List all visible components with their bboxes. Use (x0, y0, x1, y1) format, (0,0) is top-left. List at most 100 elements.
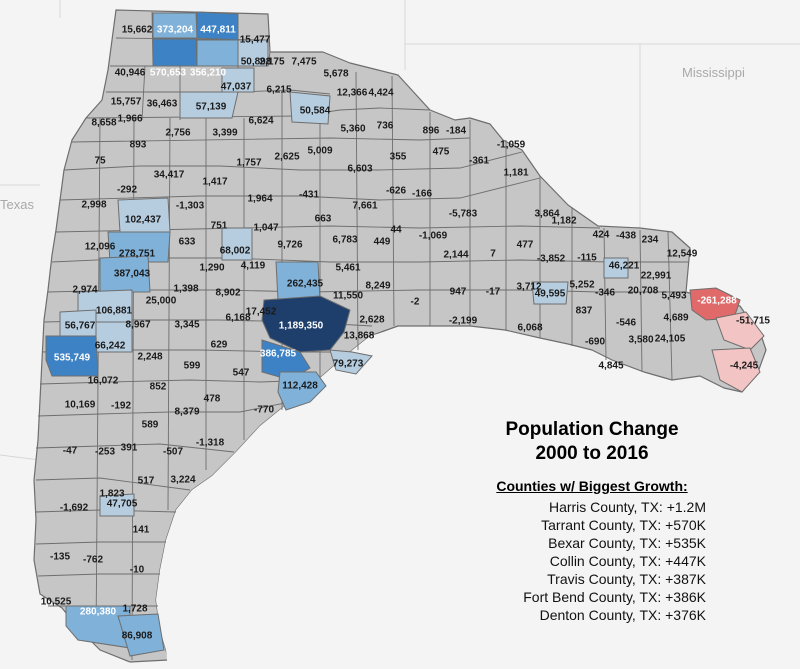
county-value-label: 15,757 (111, 97, 142, 108)
county-value-label: -47 (63, 446, 78, 457)
county-value-label: 15,662 (122, 25, 153, 36)
county-value-label: 49,595 (535, 289, 566, 300)
county-value-label: 278,751 (119, 249, 156, 260)
county-value-label: -1,692 (60, 503, 89, 514)
county-value-label: 5,009 (307, 146, 332, 157)
growth-entry-denton: Denton County, TX: +376K (539, 607, 706, 623)
county-fill-112428 (277, 371, 327, 411)
growth-entry-bexar: Bexar County, TX: +535K (548, 535, 706, 551)
county-value-label: 6,168 (225, 313, 250, 324)
county-value-label: 1,047 (253, 223, 278, 234)
growth-entry-travis: Travis County, TX: +387K (547, 571, 706, 587)
county-value-label: -10 (130, 565, 145, 576)
county-value-label: 57,139 (196, 102, 227, 113)
growth-list: Harris County, TX: +1.2M Tarrant County,… (472, 498, 712, 624)
county-value-label: 447,811 (200, 25, 236, 36)
county-value-label: -166 (412, 189, 432, 200)
county-value-label: 4,845 (598, 361, 623, 372)
county-value-label: 68,002 (220, 246, 251, 257)
county-value-label: 8,249 (365, 281, 390, 292)
county-fill-570653 (152, 38, 198, 67)
county-value-label: 7 (490, 249, 496, 260)
county-value-label: -5,783 (449, 209, 478, 220)
county-value-label: 47,037 (221, 82, 252, 93)
county-value-label: -51,715 (736, 316, 770, 327)
county-value-label: 475 (433, 147, 450, 158)
county-fill-50898 (237, 39, 269, 67)
county-value-label: 1,182 (551, 216, 576, 227)
county-value-label: 8,902 (215, 288, 240, 299)
county-value-label: 629 (211, 340, 228, 351)
county-fill-278751 (107, 231, 171, 263)
county-value-label: 112,428 (282, 381, 318, 392)
county-value-label: 2,756 (165, 128, 190, 139)
county-value-label: 387,043 (114, 269, 151, 280)
county-value-label: -135 (50, 552, 70, 563)
county-value-label: 36,463 (147, 99, 178, 110)
county-value-label: 751 (211, 221, 228, 232)
county-fill-535749 (45, 335, 99, 377)
county-value-label: 9,726 (277, 240, 302, 251)
legend: Population Change 2000 to 2016 Counties … (472, 418, 712, 624)
county-value-label: 736 (377, 121, 394, 132)
county-value-label: 478 (204, 394, 221, 405)
county-value-label: 12,366 (337, 88, 368, 99)
county-fill-50584 (289, 91, 331, 125)
county-value-label: 1,966 (117, 114, 142, 125)
map-title-line2: 2000 to 2016 (535, 443, 649, 464)
county-value-label: 391 (121, 443, 138, 454)
county-value-label: 66,242 (95, 341, 126, 352)
county-value-label: 22,991 (641, 271, 672, 282)
county-value-label: 10,169 (65, 400, 96, 411)
basemap-outlines (0, 0, 800, 461)
county-value-label: 589 (142, 420, 159, 431)
county-value-label: -292 (117, 185, 137, 196)
county-value-label: 25,000 (146, 296, 177, 307)
county-value-label: 6,215 (266, 85, 291, 96)
county-fill-46221 (603, 257, 629, 279)
county-value-label: -2 (411, 297, 420, 308)
county-value-label: 1,181 (503, 168, 528, 179)
county-value-label: 280,380 (80, 607, 117, 618)
county-value-label: 1,290 (199, 263, 224, 274)
county-value-label: -1,303 (176, 201, 205, 212)
county-value-label: 1,189,350 (279, 321, 324, 332)
county-value-label: 40,946 (115, 68, 146, 79)
county-value-label: -253 (95, 447, 115, 458)
county-value-label: 896 (423, 126, 440, 137)
county-value-label: -1,069 (419, 231, 448, 242)
county-value-label: -762 (83, 555, 103, 566)
county-value-label: 852 (150, 382, 167, 393)
county-value-label: 3,224 (170, 475, 195, 486)
study-area (33, 9, 767, 663)
county-fill-280380 (65, 605, 131, 649)
county-value-label: 47,705 (107, 499, 138, 510)
county-value-label: 2,998 (81, 200, 106, 211)
county-value-label: 79,273 (333, 359, 364, 370)
county-value-label: 5,360 (340, 124, 365, 135)
growth-entry-harris: Harris County, TX: +1.2M (548, 499, 706, 515)
county-value-label: 373,204 (157, 25, 194, 36)
county-value-label: 6,068 (517, 323, 542, 334)
county-value-label: 1,417 (202, 177, 227, 188)
county-value-label: -626 (386, 186, 406, 197)
county-value-label: 6,624 (248, 116, 273, 127)
county-value-label: 7,475 (291, 57, 316, 68)
gulf-water (156, 328, 800, 669)
county-value-label: 6,603 (347, 164, 372, 175)
county-value-label: 4,689 (663, 313, 688, 324)
growth-entry-collin: Collin County, TX: +447K (549, 553, 706, 569)
county-value-label: -1,318 (196, 438, 225, 449)
county-value-label: 3,580 (628, 335, 653, 346)
county-value-label: -4,245 (730, 361, 759, 372)
county-value-label: 1,398 (173, 284, 198, 295)
county-value-label: -438 (616, 231, 636, 242)
county-fill-51715 (715, 311, 765, 351)
county-value-label: -546 (616, 318, 636, 329)
county-fill-356210 (196, 39, 239, 67)
county-value-label: 4,424 (368, 88, 393, 99)
county-value-label: 17,452 (246, 307, 277, 318)
county-value-label: 50,584 (300, 106, 331, 117)
county-value-label: 5,493 (661, 291, 686, 302)
